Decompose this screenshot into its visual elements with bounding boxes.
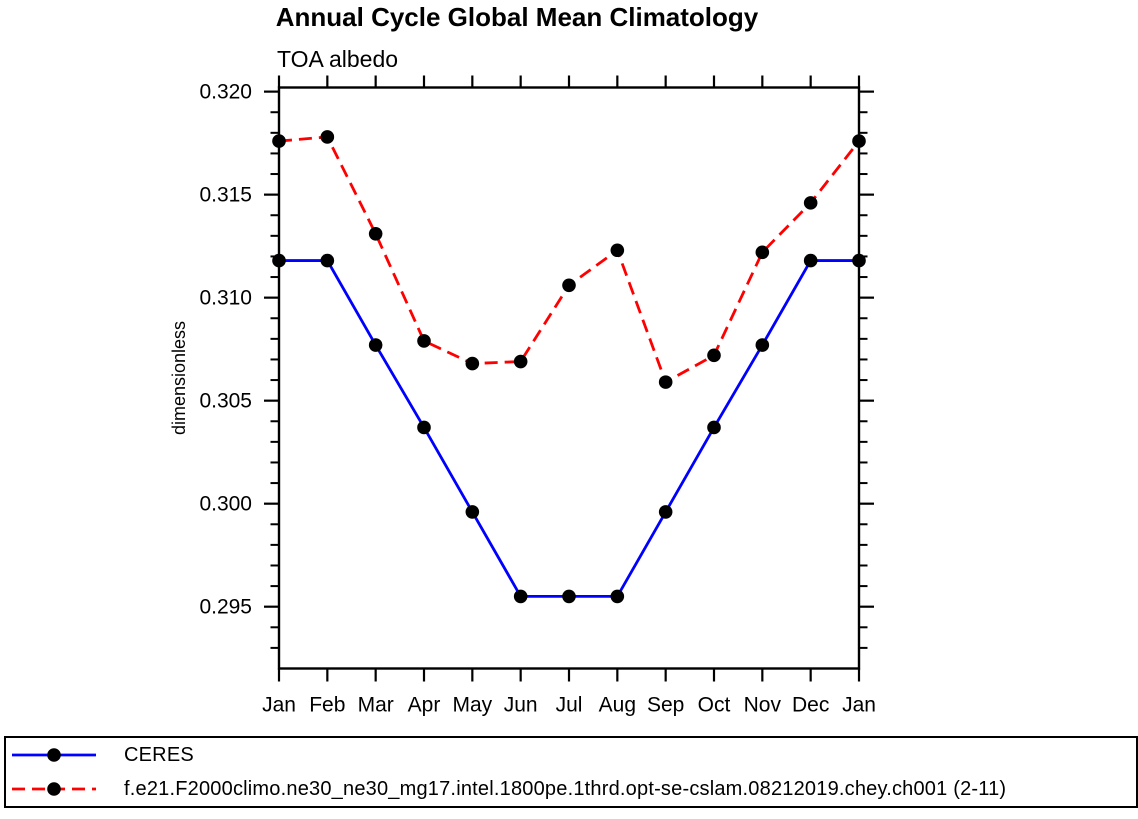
data-point-marker-model: [707, 348, 721, 363]
x-tick-label: Feb: [309, 694, 345, 717]
data-point-marker-ceres: [755, 338, 770, 352]
data-point-marker-ceres: [272, 253, 286, 268]
data-point-marker-ceres: [707, 420, 721, 435]
x-tick-label: Nov: [744, 694, 782, 717]
data-point-marker-model: [465, 356, 480, 371]
legend-marker-model: [47, 782, 61, 796]
legend-line-sample-model: [12, 782, 96, 796]
data-point-marker-model: [272, 134, 286, 148]
data-point-marker-ceres: [368, 338, 383, 352]
data-point-marker-model: [610, 243, 625, 258]
legend-entry-model: f.e21.F2000climo.ne30_ne30_mg17.intel.18…: [10, 772, 1136, 806]
data-point-marker-model: [368, 226, 383, 241]
legend-box: CERES f.e21.F2000climo.ne30_ne30_mg17.in…: [4, 736, 1138, 808]
x-tick-label: Aug: [599, 694, 636, 717]
x-tick-label: Dec: [792, 694, 829, 717]
series-line-model: [278, 135, 861, 385]
data-point-marker-ceres: [320, 253, 335, 268]
x-tick-label: Oct: [698, 694, 731, 717]
data-point-marker-model: [562, 278, 576, 293]
plot-frame: [277, 86, 861, 670]
data-point-marker-ceres: [465, 505, 480, 519]
x-tick-label: Jan: [842, 694, 876, 717]
x-tick-label: Jan: [262, 694, 296, 717]
y-tick-label: 0.305: [199, 390, 252, 413]
y-tick-label: 0.315: [199, 184, 252, 207]
data-point-marker-model: [803, 196, 818, 210]
y-axis-tick-labels: 0.295 0.300 0.305 0.310 0.315 0.320: [199, 81, 252, 619]
data-point-marker-ceres: [610, 589, 625, 604]
data-point-marker-model: [417, 334, 431, 348]
x-axis-tick-labels: Jan Feb Mar Apr May Jun Jul Aug Sep Oct Nov Dec Jan: [262, 694, 876, 717]
series-line-ceres: [279, 259, 859, 598]
x-tick-label: Mar: [358, 694, 394, 717]
data-point-marker-ceres: [852, 253, 866, 268]
x-tick-label: Apr: [408, 694, 441, 717]
chart-title: Annual Cycle Global Mean Climatology: [275, 2, 759, 32]
y-tick-label: 0.295: [199, 596, 252, 619]
y-tick-label: 0.310: [199, 287, 252, 310]
x-axis-ticks: [277, 75, 861, 682]
legend-label-model: f.e21.F2000climo.ne30_ne30_mg17.intel.18…: [124, 777, 1007, 800]
legend-line-sample-ceres: [12, 748, 96, 762]
data-point-marker-model: [755, 245, 770, 260]
legend-entry-ceres: CERES: [10, 738, 1136, 772]
x-tick-label: Jul: [556, 694, 583, 717]
data-point-marker-ceres: [658, 505, 673, 519]
x-tick-label: May: [452, 694, 492, 717]
series-model: [272, 130, 866, 389]
y-tick-label: 0.320: [199, 81, 252, 104]
x-tick-label: Sep: [647, 694, 684, 717]
legend-marker-ceres: [47, 748, 61, 762]
y-axis-major-ticks: [264, 90, 874, 608]
data-point-marker-model: [513, 354, 528, 369]
y-axis-minor-ticks: [270, 111, 868, 649]
data-point-marker-ceres: [513, 589, 528, 604]
series-ceres: [272, 253, 866, 604]
data-point-marker-ceres: [803, 253, 818, 268]
data-point-marker-model: [320, 130, 335, 144]
data-point-marker-ceres: [417, 420, 431, 435]
y-tick-label: 0.300: [199, 493, 252, 516]
data-point-marker-model: [658, 375, 673, 389]
plot-area: 0.295 0.300 0.305 0.310 0.315 0.320 Jan Feb Mar A…: [169, 75, 876, 717]
x-tick-label: Jun: [504, 694, 538, 717]
data-point-marker-ceres: [562, 589, 576, 604]
chart-subtitle: TOA albedo: [277, 46, 399, 72]
data-point-marker-model: [852, 134, 866, 148]
y-axis-title: dimensionless: [169, 321, 189, 435]
legend-label-ceres: CERES: [124, 743, 194, 766]
